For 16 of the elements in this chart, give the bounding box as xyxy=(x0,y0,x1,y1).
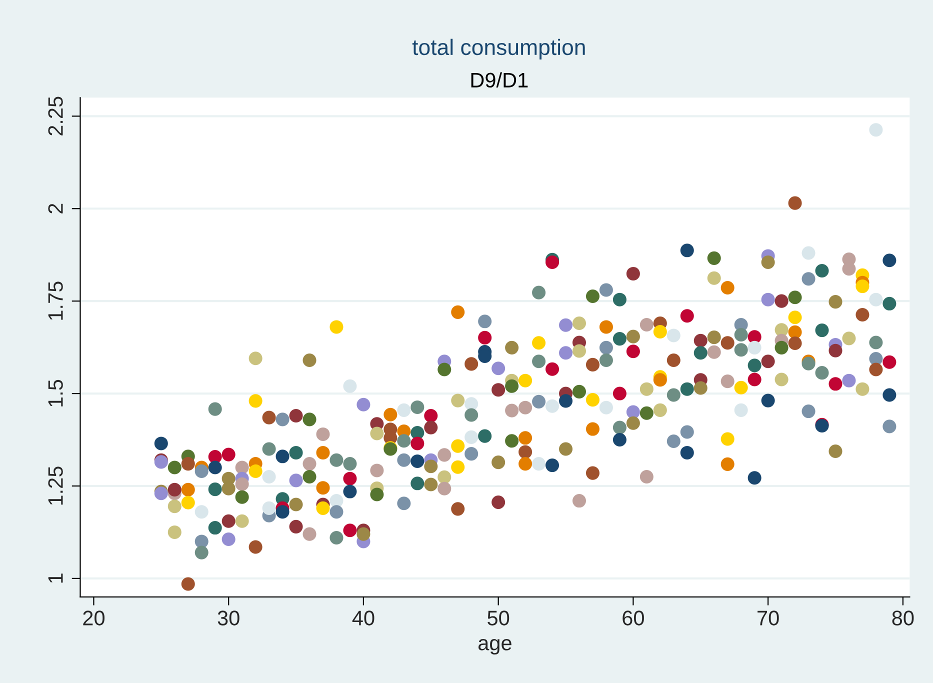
y-tick-label: 1.5 xyxy=(48,380,63,406)
x-tick-label: 30 xyxy=(218,610,240,626)
x-tick-label: 80 xyxy=(892,610,914,626)
y-tick-label: 1.75 xyxy=(48,282,63,320)
x-axis-title: age xyxy=(478,639,512,655)
x-tick-label: 70 xyxy=(758,610,779,626)
x-tick-label: 50 xyxy=(488,610,510,626)
chart-title: total consumption xyxy=(412,38,585,60)
y-tick-label: 2 xyxy=(48,204,63,214)
y-tick-label: 2.25 xyxy=(48,96,63,136)
x-tick-label: 60 xyxy=(622,610,644,626)
x-tick-label: 40 xyxy=(352,610,374,626)
x-tick-label: 20 xyxy=(83,610,104,626)
y-tick-label: 1.25 xyxy=(48,466,63,505)
y-tick-label: 1 xyxy=(48,574,63,583)
chart-subtitle: D9/D1 xyxy=(471,72,528,88)
